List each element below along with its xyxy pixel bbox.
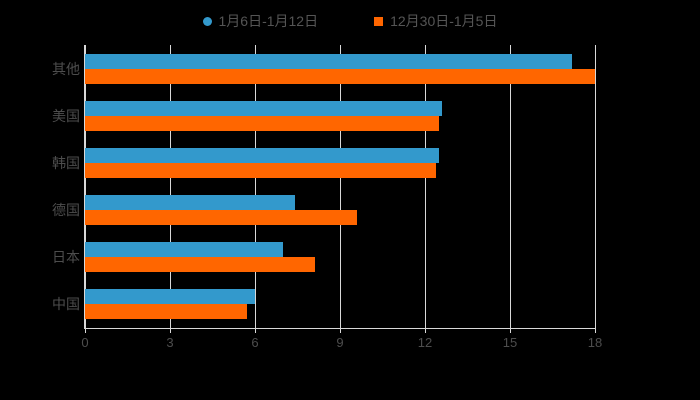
bar-series-2[interactable] — [85, 115, 440, 131]
y-category-label: 美国 — [52, 107, 80, 124]
bar-series-1[interactable] — [85, 195, 295, 211]
bar-series-1[interactable] — [85, 53, 573, 69]
y-category-label: 中国 — [52, 296, 80, 313]
legend-square-marker-icon — [374, 16, 384, 26]
bar-series-1[interactable] — [85, 242, 284, 258]
gridline — [509, 45, 511, 328]
legend-circle-marker-icon — [202, 16, 212, 26]
gridline — [254, 45, 256, 328]
gridline — [339, 45, 341, 328]
gridline — [84, 45, 86, 328]
x-tick-mark — [424, 328, 426, 333]
legend-label-series-2: 12月30日-1月5日 — [390, 13, 498, 29]
legend-entry-series-1[interactable]: 1月6日-1月12日 — [202, 13, 319, 29]
bar-series-2[interactable] — [85, 68, 595, 84]
x-tick-mark — [254, 328, 256, 333]
x-tick-label: 12 — [417, 335, 433, 350]
gridline — [424, 45, 426, 328]
x-tick-label: 6 — [251, 335, 259, 350]
x-tick-mark — [594, 328, 596, 333]
x-tick-label: 18 — [587, 335, 603, 350]
x-tick-label: 3 — [166, 335, 174, 350]
x-tick-label: 15 — [502, 335, 518, 350]
x-tick-label: 0 — [81, 335, 89, 350]
x-tick-mark — [84, 328, 86, 333]
legend-entry-series-2[interactable]: 12月30日-1月5日 — [374, 14, 497, 28]
bar-series-2[interactable] — [85, 304, 247, 320]
x-tick-mark — [169, 328, 171, 333]
gridline — [594, 45, 596, 328]
y-category-label: 日本 — [52, 249, 80, 266]
x-tick-mark — [339, 328, 341, 333]
bar-series-1[interactable] — [85, 289, 255, 305]
bar-series-2[interactable] — [85, 257, 315, 273]
bar-series-1[interactable] — [85, 100, 442, 116]
bar-series-2[interactable] — [85, 162, 437, 178]
bar-series-1[interactable] — [85, 147, 440, 163]
bar-series-2[interactable] — [85, 210, 357, 226]
chart-legend: 1月6日-1月12日 12月30日-1月5日 — [0, 8, 700, 34]
plot-area: 0 3 6 9 12 15 18 中国 日本 德国 韩国 美国 其他 — [52, 45, 602, 349]
y-category-label: 其他 — [52, 60, 80, 77]
y-category-label: 韩国 — [52, 154, 80, 171]
legend-label-series-1: 1月6日-1月12日 — [218, 13, 319, 29]
x-tick-label: 9 — [336, 335, 344, 350]
gridline — [169, 45, 171, 328]
x-tick-mark — [509, 328, 511, 333]
y-category-label: 德国 — [52, 202, 80, 219]
